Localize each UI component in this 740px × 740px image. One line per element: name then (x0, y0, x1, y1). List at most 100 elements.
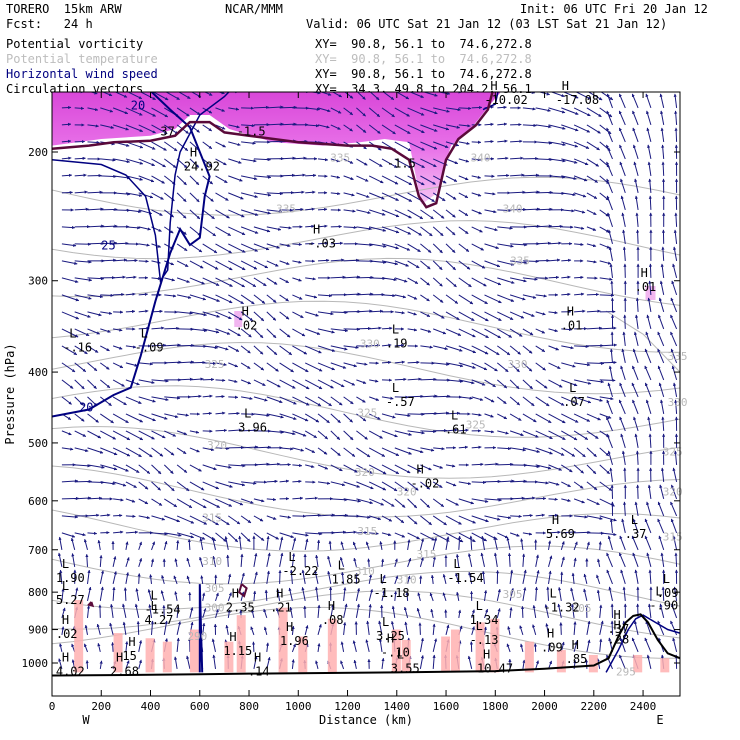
header-init: Init: 06 UTC Fri 20 Jan 12 (520, 2, 708, 16)
circulation-vector (407, 107, 425, 116)
circulation-vector (228, 277, 245, 288)
extremum-value: .08 (322, 613, 344, 627)
circulation-vector (164, 124, 179, 135)
circulation-vector (151, 413, 168, 420)
circulation-vector (189, 226, 202, 236)
circulation-vector (74, 260, 92, 264)
circulation-vector (420, 515, 432, 526)
extremum-marker: L (382, 615, 389, 629)
circulation-vector (429, 592, 434, 602)
circulation-vector (279, 105, 297, 110)
circulation-vector (240, 532, 251, 542)
cloud-patch (113, 633, 123, 673)
circulation-vector (151, 515, 166, 521)
circulation-vector (340, 660, 345, 670)
circulation-vector (445, 532, 464, 543)
extremum-value: .21 (270, 600, 292, 614)
circulation-vector (520, 605, 525, 618)
circulation-vector (535, 362, 546, 371)
circulation-vector (137, 573, 141, 584)
circulation-vector (276, 588, 281, 601)
circulation-vector (343, 292, 361, 296)
circulation-vector (343, 158, 354, 164)
circulation-vector (97, 539, 101, 550)
circulation-vector (138, 515, 151, 520)
extremum-marker: H (190, 146, 197, 160)
circulation-vector (292, 532, 309, 537)
circulation-vector (163, 447, 175, 456)
circulation-vector (316, 539, 321, 550)
circulation-vector (215, 394, 225, 399)
circulation-vector (369, 379, 379, 383)
circulation-vector (240, 379, 252, 385)
circulation-vector (189, 377, 204, 381)
circulation-vector (420, 377, 437, 381)
circulation-vector (202, 158, 213, 167)
circulation-vector (353, 557, 357, 568)
circulation-vector (509, 379, 520, 390)
circulation-vector (151, 481, 161, 491)
circulation-vector (636, 229, 640, 244)
circulation-vector (484, 277, 502, 286)
circulation-vector (535, 554, 540, 567)
circulation-vector (661, 246, 665, 261)
circulation-vector (586, 498, 600, 506)
circulation-vector (202, 377, 215, 382)
circulation-vector (407, 360, 420, 364)
x-tick-label: 0 (49, 700, 56, 713)
circulation-vector (420, 311, 431, 318)
extremum-marker: H (547, 627, 554, 641)
circulation-vector (606, 127, 613, 143)
circulation-vector (352, 541, 357, 551)
circulation-vector (548, 447, 565, 456)
circulation-vector (292, 396, 310, 406)
circulation-vector (343, 396, 354, 405)
circulation-vector (151, 532, 168, 536)
circulation-vector (330, 413, 341, 424)
circulation-vector (215, 243, 232, 254)
circulation-vector (289, 606, 293, 618)
circulation-vector (279, 173, 296, 177)
circulation-vector (228, 481, 246, 487)
circulation-vector (471, 362, 488, 371)
circulation-vector (573, 464, 584, 474)
circulation-vector (292, 362, 309, 373)
circulation-vector (432, 175, 447, 184)
circulation-vector (202, 622, 206, 635)
circulation-vector (266, 260, 279, 267)
circulation-vector (317, 379, 334, 389)
circulation-vector (445, 260, 456, 271)
terrain-line (52, 613, 680, 677)
circulation-vector (305, 294, 318, 299)
circulation-vector (215, 345, 229, 351)
circulation-vector (458, 498, 475, 505)
circulation-vector (177, 413, 189, 417)
circulation-vector (608, 586, 613, 602)
circulation-vector (202, 243, 218, 254)
circulation-vector (620, 433, 626, 449)
circulation-vector (61, 173, 73, 177)
circulation-vector (561, 447, 576, 457)
circulation-vector (138, 541, 142, 551)
circulation-vector (202, 481, 220, 490)
circulation-vector (420, 294, 430, 302)
circulation-vector (632, 77, 638, 91)
circulation-vector (445, 428, 458, 432)
isentrope-line (52, 606, 680, 659)
circulation-vector (599, 396, 614, 401)
circulation-vector (419, 655, 424, 669)
circulation-vector (305, 277, 316, 281)
circulation-vector (125, 209, 142, 214)
circulation-vector (266, 328, 277, 339)
circulation-vector (618, 552, 626, 568)
circulation-vector (599, 326, 617, 330)
extremum-marker: L (397, 647, 404, 661)
circulation-vector (317, 207, 328, 212)
circulation-vector (673, 450, 678, 465)
circulation-vector (648, 280, 652, 295)
circulation-vector (164, 360, 182, 364)
circulation-vector (228, 328, 241, 337)
circulation-vector (59, 569, 63, 584)
circulation-vector (253, 157, 271, 162)
circulation-vector (265, 642, 270, 652)
